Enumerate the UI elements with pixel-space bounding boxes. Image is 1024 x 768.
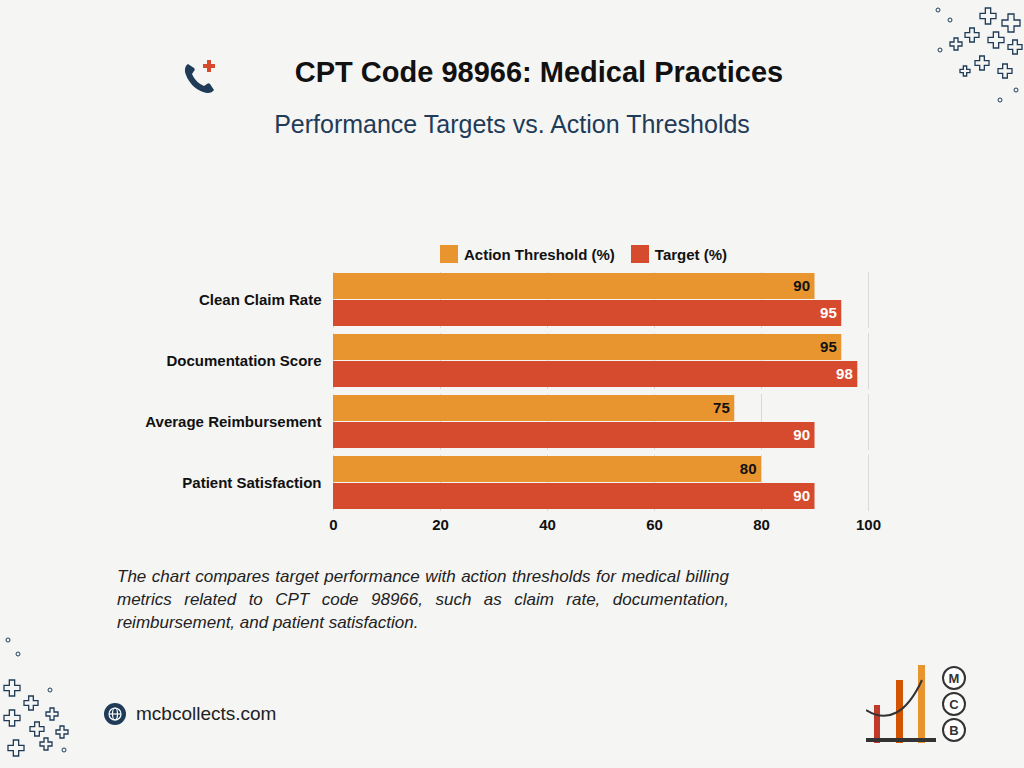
- html-text:Target (%): Target (%): [654, 245, 728, 263]
- svg-text:95: 95: [820, 338, 837, 355]
- svg-text:40: 40: [539, 516, 556, 533]
- svg-text:60: 60: [646, 516, 663, 533]
- svg-text:75: 75: [713, 399, 730, 416]
- svg-text:Patient Satisfaction: Patient Satisfaction: [182, 474, 321, 491]
- svg-text:0: 0: [329, 516, 337, 533]
- svg-text:80: 80: [753, 516, 770, 533]
- svg-text:90: 90: [793, 487, 810, 504]
- svg-text:M: M: [949, 671, 960, 686]
- html-text:CPT Code 98966: Medical Practi: CPT Code 98966: Medical Practices: [294, 56, 784, 88]
- html-text:Action Threshold (%): Action Threshold (%): [464, 245, 615, 263]
- svg-text:90: 90: [793, 426, 810, 443]
- svg-text:Documentation Score: Documentation Score: [166, 352, 321, 369]
- svg-text:Average Reimbursement: Average Reimbursement: [145, 413, 321, 430]
- svg-text:95: 95: [820, 304, 837, 321]
- svg-text:Clean Claim Rate: Clean Claim Rate: [199, 291, 322, 308]
- svg-text:B: B: [949, 723, 958, 738]
- svg-text:90: 90: [793, 277, 810, 294]
- html-text:mcbcollects.com: mcbcollects.com: [136, 703, 277, 724]
- svg-text:80: 80: [740, 460, 757, 477]
- html-text:Performance Targets vs. Action: Performance Targets vs. Action Threshold…: [274, 110, 750, 138]
- svg-text:100: 100: [856, 516, 881, 533]
- html-text:The chart compares target perf: The chart compares target performance wi…: [117, 567, 729, 632]
- svg-text:C: C: [949, 697, 959, 712]
- svg-text:20: 20: [432, 516, 449, 533]
- svg-text:98: 98: [836, 365, 853, 382]
